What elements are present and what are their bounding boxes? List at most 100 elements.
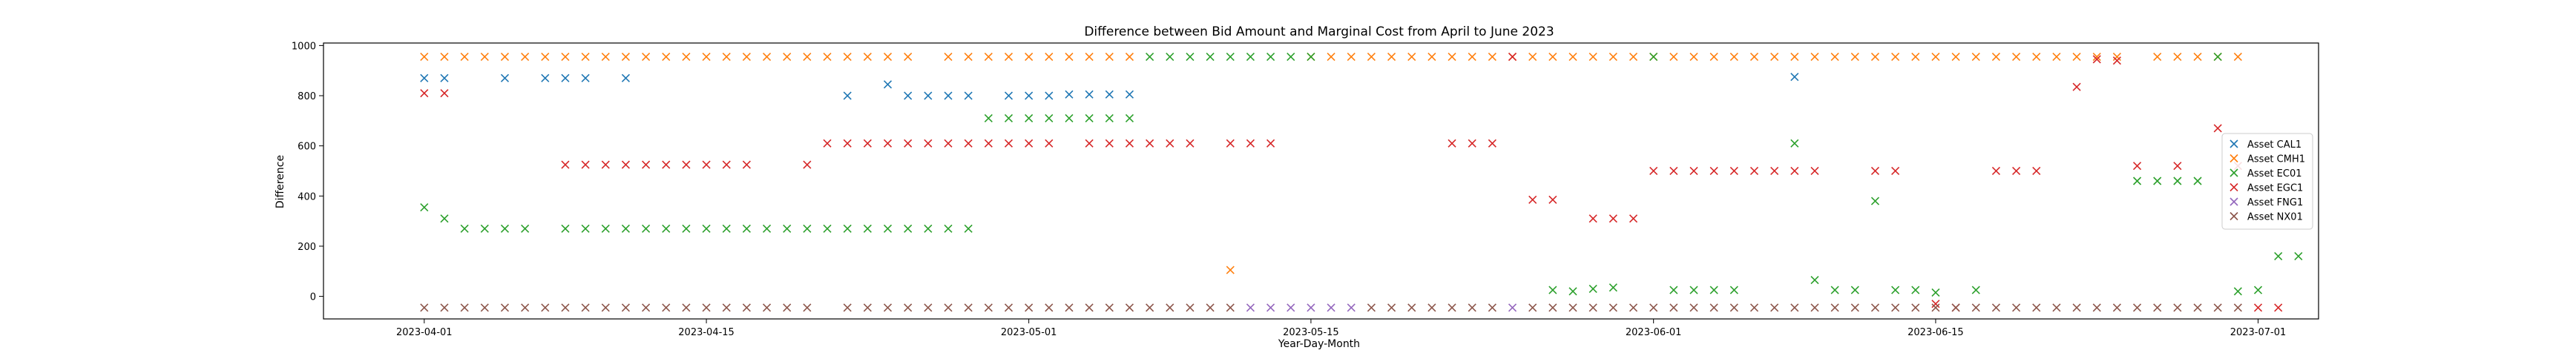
data-point [2253,286,2263,294]
data-point [1085,303,1094,312]
data-point [1790,73,1799,82]
data-point [561,303,570,312]
data-point [1649,166,1658,176]
data-point [1246,303,1255,312]
data-point [1387,53,1396,62]
data-point [1548,195,1557,204]
data-point [964,224,973,233]
data-point [440,303,449,312]
y-tick-label: 0 [310,292,316,303]
y-axis-label: Difference [275,155,286,208]
data-point [561,224,570,233]
data-point [1246,139,1255,148]
data-point [1991,303,2000,312]
data-point [1448,303,1456,312]
data-point [2153,53,2162,62]
data-point [521,224,530,233]
data-point [1226,266,1235,274]
x-tick-label: 2023-05-01 [1001,327,1057,338]
data-point [1448,53,1456,62]
data-point [1669,53,1678,62]
data-point [1971,286,1980,294]
data-point [662,303,671,312]
data-point [1367,53,1376,62]
data-point [2112,56,2121,65]
data-point [904,303,913,312]
legend-marker [2230,197,2238,206]
data-point [1709,286,1718,294]
x-tick-label: 2023-06-01 [1626,327,1682,338]
data-point [1729,303,1738,312]
data-point [2112,53,2121,62]
data-point [1609,214,1617,223]
data-point [1287,53,1295,62]
data-point [984,303,993,312]
data-point [1226,303,1235,312]
data-point [1045,53,1054,62]
data-point [1850,286,1859,294]
data-point [1045,113,1054,123]
data-point [2112,303,2121,312]
data-point [1790,139,1799,148]
data-point [1911,286,1920,294]
data-point [1810,53,1819,62]
data-point [1085,53,1094,62]
data-point [2092,55,2101,64]
data-point [1266,303,1275,312]
data-point [762,303,772,312]
data-point [420,303,429,312]
data-point [2132,162,2142,171]
x-axis-label: Year-Day-Month [1278,338,1360,350]
data-point [1749,166,1759,176]
data-point [2274,251,2283,261]
data-point [1548,303,1557,312]
data-point [1105,53,1114,62]
data-point [1548,286,1557,294]
data-point [964,91,973,100]
data-point [2032,166,2041,176]
data-point [2032,53,2041,62]
data-point [964,139,973,148]
data-point [1085,139,1094,148]
data-point [1186,303,1195,312]
data-point [621,73,630,82]
data-point [1488,139,1496,148]
data-point [1588,303,1597,312]
data-point [803,53,812,62]
data-point [1669,303,1678,312]
data-point [883,303,893,312]
data-point [1609,53,1617,62]
data-point [1951,303,1960,312]
data-point [2072,303,2081,312]
data-point [1588,53,1597,62]
data-point [682,53,691,62]
data-point [1407,53,1416,62]
data-point [883,80,893,89]
data-point [1891,286,1900,294]
data-point [1025,53,1034,62]
data-point [642,53,651,62]
data-point [883,224,893,233]
data-point [1508,303,1517,312]
data-point [783,53,792,62]
data-point [1931,53,1940,62]
data-point [420,53,429,62]
data-point [1911,303,1920,312]
data-point [964,53,973,62]
data-point [621,224,630,233]
data-point [1830,286,1839,294]
data-point [1810,303,1819,312]
data-point [1649,303,1658,312]
plot-frame [323,42,2319,320]
data-point [1870,303,1880,312]
data-point [2153,303,2162,312]
data-point [1891,303,1900,312]
data-point [904,91,913,100]
data-point [1991,166,2000,176]
data-point [1770,166,1779,176]
data-point [1085,113,1094,123]
data-point [944,303,953,312]
data-point [1991,53,2000,62]
data-point [1729,53,1738,62]
data-point [1206,53,1215,62]
